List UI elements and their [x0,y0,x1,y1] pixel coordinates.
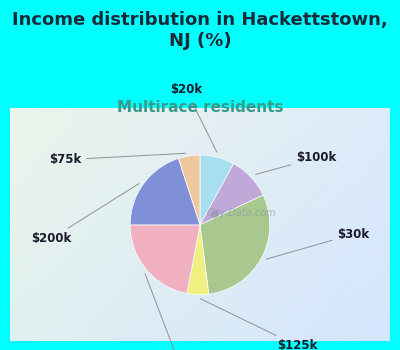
Wedge shape [200,164,263,225]
Text: $200k: $200k [31,184,139,245]
Text: ●: ● [209,208,219,218]
Text: $125k: $125k [200,299,318,350]
Wedge shape [130,225,200,293]
Text: Income distribution in Hackettstown,
NJ (%): Income distribution in Hackettstown, NJ … [12,10,388,50]
Wedge shape [130,159,200,225]
Text: $100k: $100k [256,151,336,174]
Wedge shape [200,155,234,225]
Text: Multirace residents: Multirace residents [117,100,283,115]
Wedge shape [187,225,209,295]
Wedge shape [178,155,200,225]
Wedge shape [200,195,270,294]
Text: $20k: $20k [170,83,217,152]
Text: $60k: $60k [145,274,198,350]
Text: $30k: $30k [266,228,370,259]
Text: City-Data.com: City-Data.com [207,208,277,218]
Text: $75k: $75k [49,153,186,166]
